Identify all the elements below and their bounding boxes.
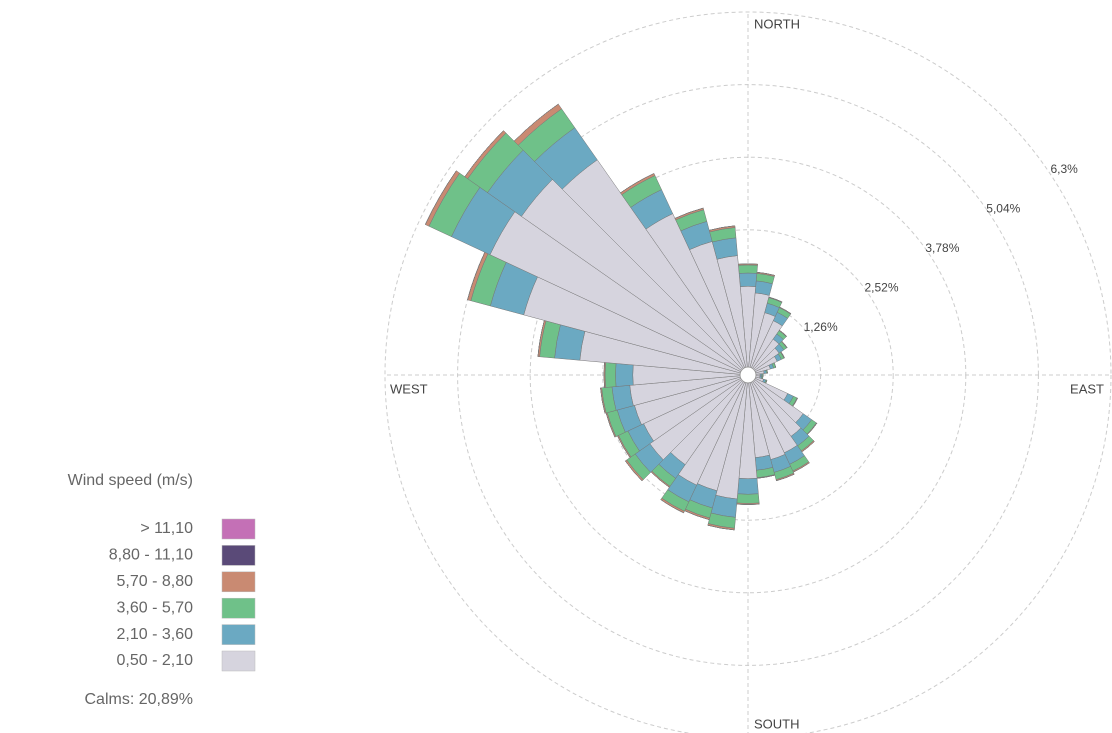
grid-ring bbox=[384, 11, 1112, 733]
legend-label: 8,80 - 11,10 bbox=[109, 547, 193, 564]
center-hole bbox=[739, 366, 757, 384]
wind-segment bbox=[738, 272, 758, 287]
legend-label: > 11,10 bbox=[140, 520, 193, 537]
legend-swatch bbox=[221, 571, 256, 593]
legend-swatch bbox=[221, 545, 256, 566]
r-tick-label: 6,3% bbox=[1050, 162, 1078, 176]
wind-segment bbox=[513, 103, 559, 142]
r-tick-label: 1,26% bbox=[804, 320, 838, 334]
direction-label: SOUTH bbox=[754, 716, 800, 731]
wind-segment bbox=[768, 296, 783, 303]
legend-swatch bbox=[221, 650, 256, 672]
legend-label: 2,10 - 3,60 bbox=[117, 626, 194, 643]
wind-segment bbox=[425, 170, 457, 225]
wind-segment bbox=[756, 272, 775, 276]
wind-segment bbox=[615, 363, 634, 387]
r-tick-label: 3,78% bbox=[925, 241, 959, 255]
legend-label: 3,60 - 5,70 bbox=[117, 599, 194, 616]
legend-swatch bbox=[221, 518, 256, 540]
wind-segment bbox=[660, 499, 684, 514]
r-tick-label: 2,52% bbox=[865, 280, 899, 294]
calms-label: Calms: 20,89% bbox=[85, 691, 194, 708]
wind-segment bbox=[604, 362, 617, 388]
grid-ring bbox=[602, 229, 894, 521]
legend-label: 5,70 - 8,80 bbox=[117, 573, 194, 590]
direction-label: EAST bbox=[1070, 381, 1104, 396]
wind-segment bbox=[674, 207, 704, 219]
wind-segment bbox=[738, 264, 758, 274]
legend-swatch bbox=[221, 597, 256, 619]
wind-segment bbox=[780, 351, 785, 359]
legend-swatch bbox=[221, 624, 256, 645]
wind-segment bbox=[709, 225, 735, 231]
direction-label: WEST bbox=[390, 381, 428, 396]
legend-title: Wind speed (m/s) bbox=[68, 472, 193, 489]
wind-segment bbox=[737, 478, 759, 495]
direction-label: NORTH bbox=[754, 16, 800, 31]
wind-segment bbox=[781, 341, 788, 348]
wind-segment bbox=[776, 473, 795, 481]
r-tick-label: 5,04% bbox=[986, 201, 1020, 215]
legend-label: 0,50 - 2,10 bbox=[117, 652, 194, 669]
wind-segment bbox=[736, 493, 760, 504]
